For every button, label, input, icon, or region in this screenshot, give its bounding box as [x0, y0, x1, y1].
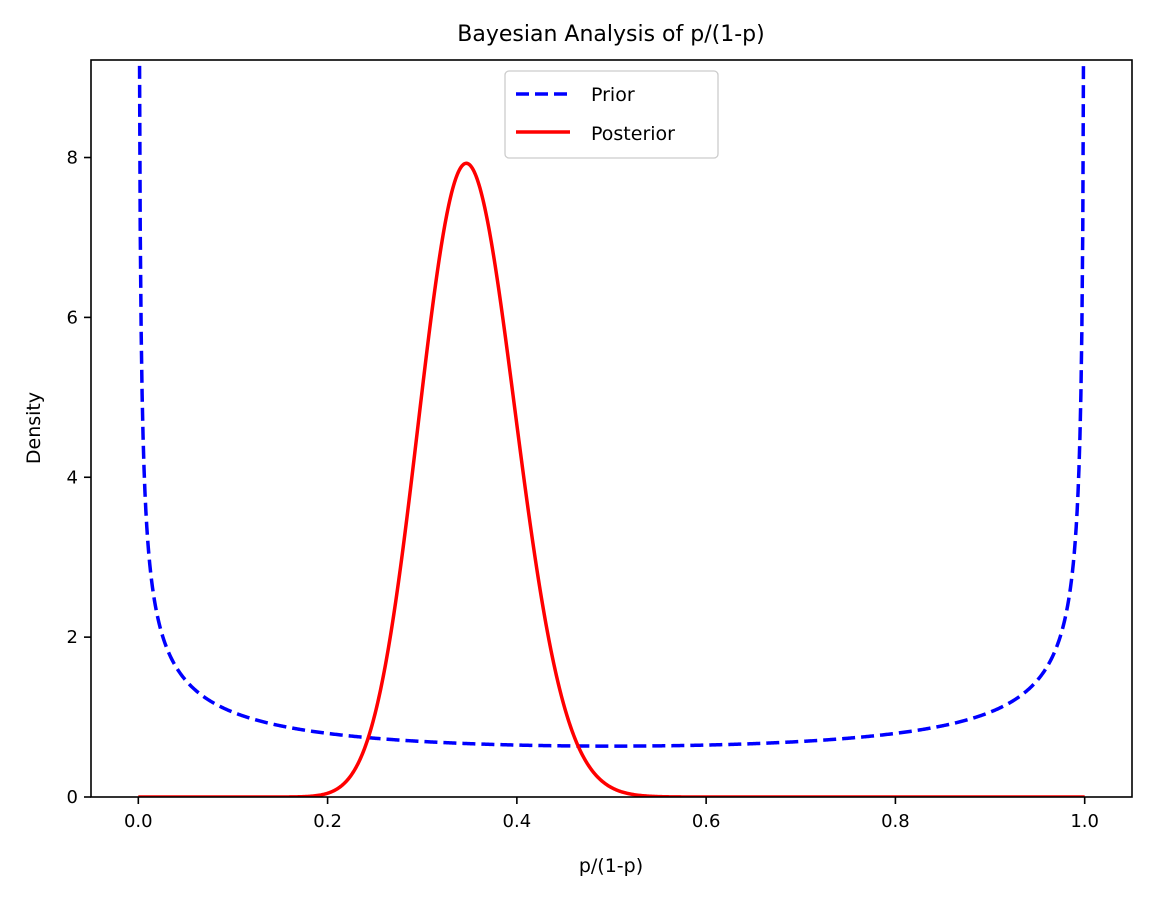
series-line-prior: [137, 60, 1086, 748]
x-axis-label: p/(1-p): [579, 855, 643, 877]
y-axis-label: Density: [23, 392, 45, 464]
legend-label-prior: Prior: [591, 84, 635, 106]
x-tick-label: 0.2: [313, 811, 342, 832]
y-axis-ticks: 0 2 4 6 8: [67, 148, 91, 808]
plot-frame: [90, 59, 1133, 798]
y-tick-label: 4: [67, 467, 78, 488]
y-tick-label: 6: [67, 307, 78, 328]
x-tick-label: 0.4: [503, 811, 532, 832]
x-axis-ticks: 0.0 0.2 0.4 0.6 0.8 1.0: [124, 797, 1099, 832]
y-tick-label: 2: [67, 627, 78, 648]
x-tick-label: 1.0: [1070, 811, 1099, 832]
legend-label-posterior: Posterior: [591, 123, 675, 145]
y-tick-label: 8: [67, 148, 78, 169]
x-tick-label: 0.6: [692, 811, 721, 832]
chart-title: Bayesian Analysis of p/(1-p): [457, 22, 764, 47]
legend: Prior Posterior: [504, 70, 719, 159]
x-tick-label: 0.8: [881, 811, 910, 832]
x-tick-label: 0.0: [124, 811, 153, 832]
y-tick-label: 0: [67, 787, 78, 808]
